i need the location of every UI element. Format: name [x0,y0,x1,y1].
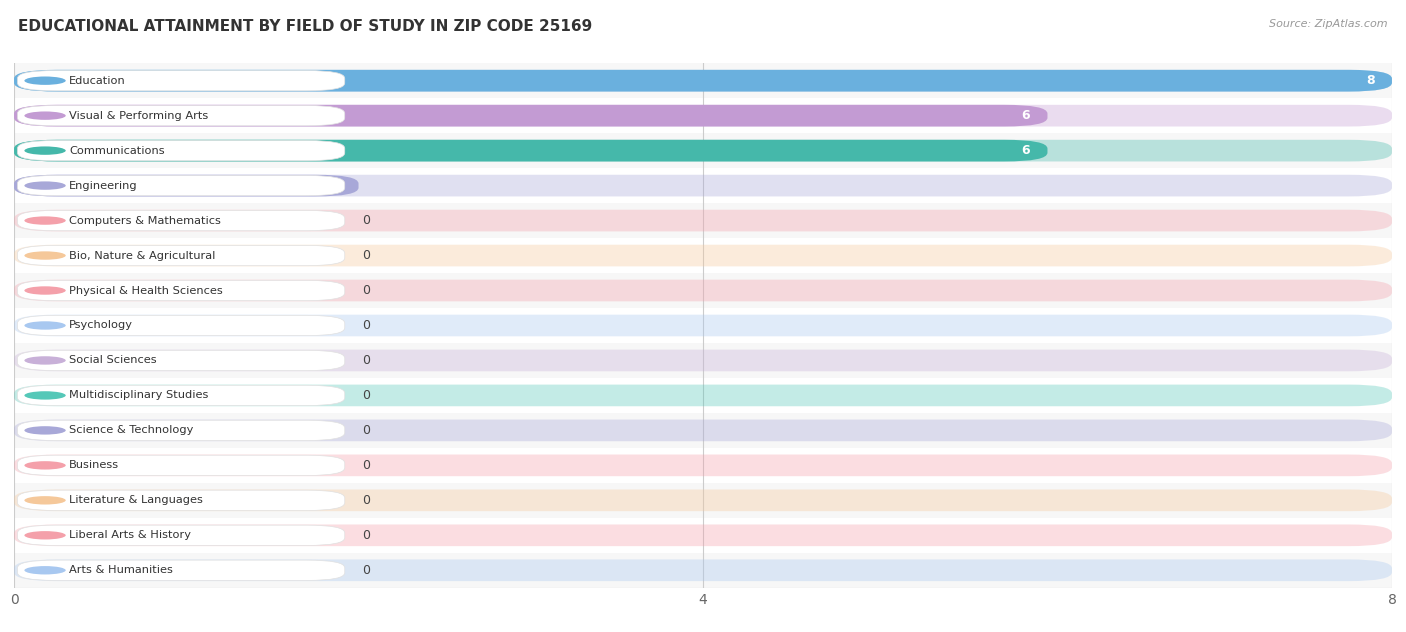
Text: Engineering: Engineering [69,181,138,191]
Bar [14,518,1392,553]
FancyBboxPatch shape [17,455,344,475]
FancyBboxPatch shape [14,315,1392,336]
Text: Bio, Nature & Agricultural: Bio, Nature & Agricultural [69,250,215,260]
Bar [14,553,1392,588]
Bar [14,98,1392,133]
Text: Arts & Humanities: Arts & Humanities [69,565,173,575]
FancyBboxPatch shape [14,245,1392,266]
Text: 0: 0 [361,494,370,507]
Bar [14,378,1392,413]
FancyBboxPatch shape [14,70,1392,92]
FancyBboxPatch shape [17,281,344,301]
FancyBboxPatch shape [14,559,1392,581]
Text: 0: 0 [361,214,370,227]
FancyBboxPatch shape [14,385,1392,406]
FancyBboxPatch shape [14,349,1392,371]
FancyBboxPatch shape [17,210,344,231]
Text: Business: Business [69,460,120,470]
FancyBboxPatch shape [17,140,344,161]
Circle shape [24,111,66,120]
Text: 6: 6 [1022,109,1031,122]
Bar [14,273,1392,308]
Text: Literature & Languages: Literature & Languages [69,495,202,506]
Text: 0: 0 [361,459,370,472]
Text: Communications: Communications [69,145,165,155]
Text: 2: 2 [333,179,342,192]
Text: EDUCATIONAL ATTAINMENT BY FIELD OF STUDY IN ZIP CODE 25169: EDUCATIONAL ATTAINMENT BY FIELD OF STUDY… [18,19,592,34]
FancyBboxPatch shape [17,245,344,265]
Text: Liberal Arts & History: Liberal Arts & History [69,530,191,540]
Text: 0: 0 [361,529,370,542]
Circle shape [24,286,66,295]
Bar [14,133,1392,168]
Text: 0: 0 [361,319,370,332]
Circle shape [24,181,66,190]
FancyBboxPatch shape [17,350,344,370]
Text: Physical & Health Sciences: Physical & Health Sciences [69,286,224,296]
Circle shape [24,252,66,260]
FancyBboxPatch shape [14,140,1392,161]
FancyBboxPatch shape [17,106,344,126]
Text: 0: 0 [361,389,370,402]
FancyBboxPatch shape [17,71,344,91]
Text: Science & Technology: Science & Technology [69,425,194,435]
Circle shape [24,566,66,574]
FancyBboxPatch shape [14,420,1392,441]
FancyBboxPatch shape [17,420,344,441]
FancyBboxPatch shape [17,490,344,511]
FancyBboxPatch shape [14,175,1392,197]
FancyBboxPatch shape [14,454,1392,476]
FancyBboxPatch shape [14,280,1392,301]
FancyBboxPatch shape [14,525,1392,546]
FancyBboxPatch shape [17,386,344,406]
Circle shape [24,76,66,85]
Bar [14,168,1392,203]
Circle shape [24,147,66,155]
Circle shape [24,496,66,504]
Text: 8: 8 [1367,74,1375,87]
Circle shape [24,531,66,540]
FancyBboxPatch shape [14,105,1392,126]
Text: 0: 0 [361,284,370,297]
Text: Source: ZipAtlas.com: Source: ZipAtlas.com [1270,19,1388,29]
Bar [14,63,1392,98]
FancyBboxPatch shape [17,176,344,196]
FancyBboxPatch shape [14,70,1392,92]
Text: Multidisciplinary Studies: Multidisciplinary Studies [69,391,208,401]
Bar [14,238,1392,273]
Circle shape [24,426,66,435]
Circle shape [24,391,66,399]
Bar [14,413,1392,448]
Text: 0: 0 [361,354,370,367]
Circle shape [24,461,66,470]
Text: Social Sciences: Social Sciences [69,355,157,365]
Text: 0: 0 [361,249,370,262]
Bar [14,343,1392,378]
FancyBboxPatch shape [17,315,344,336]
FancyBboxPatch shape [14,490,1392,511]
Text: 0: 0 [361,564,370,577]
FancyBboxPatch shape [14,140,1047,161]
Circle shape [24,356,66,365]
Text: Visual & Performing Arts: Visual & Performing Arts [69,111,208,121]
FancyBboxPatch shape [14,210,1392,231]
Bar [14,308,1392,343]
Bar [14,448,1392,483]
Bar [14,483,1392,518]
Text: 6: 6 [1022,144,1031,157]
Bar [14,203,1392,238]
Text: Education: Education [69,76,127,86]
Text: 0: 0 [361,424,370,437]
FancyBboxPatch shape [17,560,344,580]
FancyBboxPatch shape [14,105,1047,126]
Text: Computers & Mathematics: Computers & Mathematics [69,216,221,226]
FancyBboxPatch shape [14,175,359,197]
Text: Psychology: Psychology [69,320,134,331]
FancyBboxPatch shape [17,525,344,545]
Circle shape [24,321,66,330]
Circle shape [24,216,66,225]
